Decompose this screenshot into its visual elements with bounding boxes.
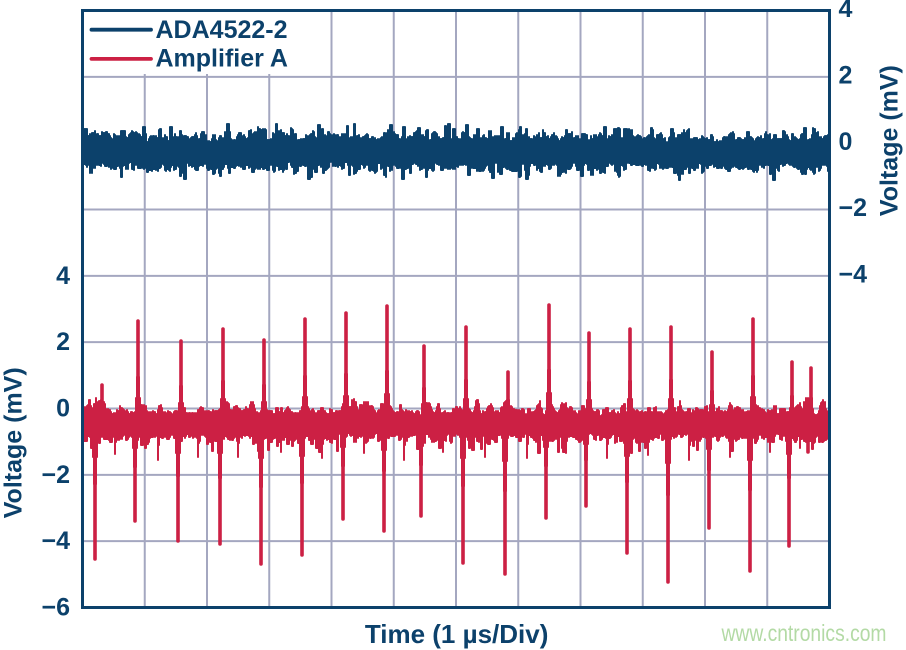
svg-text:www.cntronics.com: www.cntronics.com xyxy=(721,620,887,646)
svg-text:−2: −2 xyxy=(41,461,70,489)
svg-text:2: 2 xyxy=(56,328,70,356)
svg-text:−4: −4 xyxy=(839,261,868,289)
svg-text:Amplifier A: Amplifier A xyxy=(156,45,288,73)
svg-text:2: 2 xyxy=(839,62,853,90)
svg-text:0: 0 xyxy=(839,128,853,156)
svg-text:0: 0 xyxy=(56,395,70,423)
svg-text:−4: −4 xyxy=(41,527,70,555)
svg-text:Voltage (mV): Voltage (mV) xyxy=(876,65,904,216)
svg-text:4: 4 xyxy=(56,262,70,290)
svg-text:−2: −2 xyxy=(839,194,868,222)
svg-text:−6: −6 xyxy=(41,594,70,622)
svg-text:Time (1 µs/Div): Time (1 µs/Div) xyxy=(365,619,549,649)
svg-text:4: 4 xyxy=(839,0,853,23)
svg-text:Voltage (mV): Voltage (mV) xyxy=(0,367,28,518)
svg-text:ADA4522-2: ADA4522-2 xyxy=(156,16,288,44)
